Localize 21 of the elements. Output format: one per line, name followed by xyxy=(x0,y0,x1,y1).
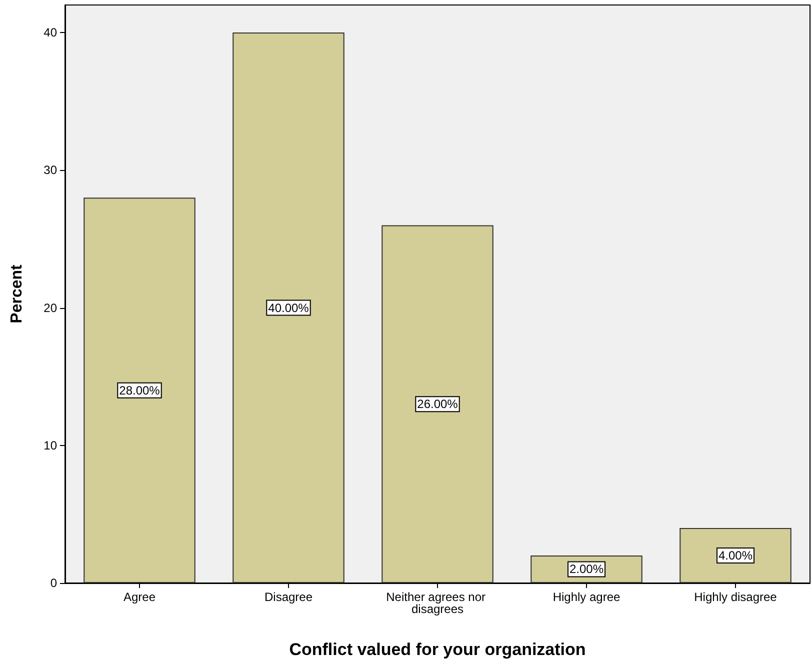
bar xyxy=(680,528,792,583)
data-label: 26.00% xyxy=(417,397,458,412)
x-tick-label: Highly disagree xyxy=(694,590,778,604)
x-tick-label: Neither agrees nor disagrees xyxy=(386,590,489,616)
data-label: 28.00% xyxy=(119,383,160,398)
y-tick-label: 40 xyxy=(44,26,58,40)
x-axis-title: Conflict valued for your organization xyxy=(289,640,586,659)
x-tick-label: Disagree xyxy=(264,590,313,604)
bar xyxy=(84,198,196,583)
y-tick-label: 20 xyxy=(44,300,58,315)
x-tick-label: Agree xyxy=(123,590,156,604)
data-label: 40.00% xyxy=(268,300,310,315)
bar xyxy=(232,32,344,583)
y-tick-label: 30 xyxy=(44,163,58,178)
y-tick-label: 0 xyxy=(50,576,58,590)
data-label: 4.00% xyxy=(718,548,753,562)
x-tick-label: Highly agree xyxy=(552,590,621,604)
data-label: 2.00% xyxy=(569,562,604,576)
y-axis-title: Percent xyxy=(8,264,26,324)
y-tick-label: 10 xyxy=(44,438,58,452)
bar xyxy=(382,225,494,583)
